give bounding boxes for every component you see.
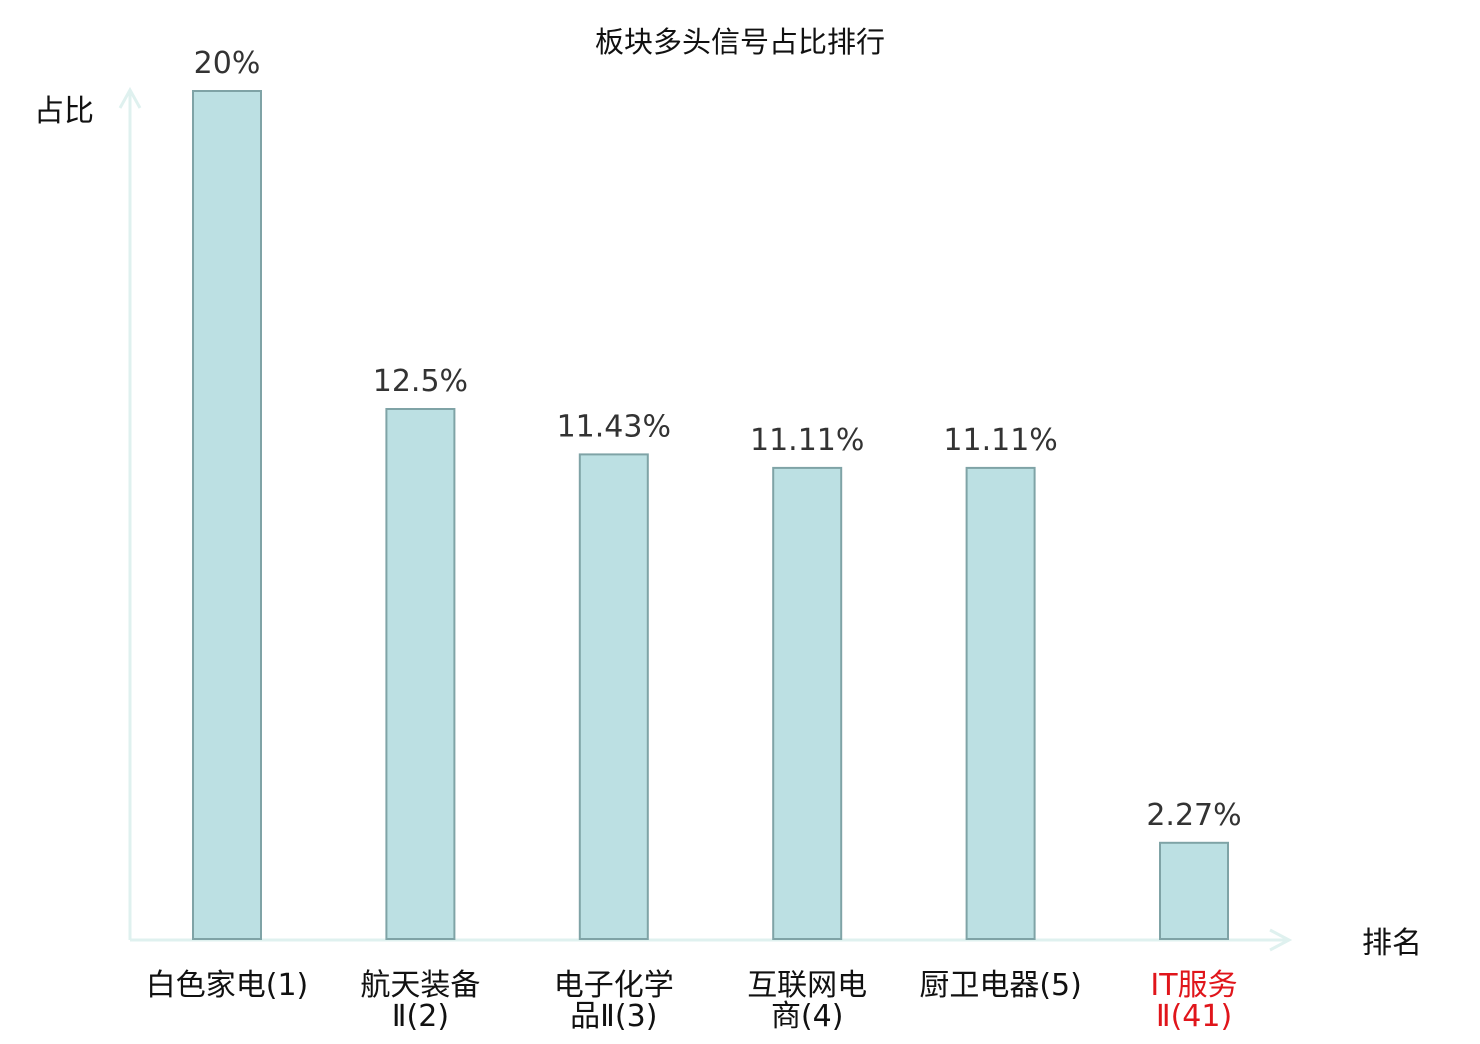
bar-value-label: 11.11% [943,423,1057,458]
category-label: Ⅱ(41) [1156,999,1232,1034]
chart-title: 板块多头信号占比排行 [595,25,885,59]
bars-group [192,90,1229,940]
x-axis-arrow [1269,928,1293,952]
category-label: 商(4) [771,999,844,1034]
bar [772,466,843,940]
category-label: 白色家电(1) [146,968,309,1003]
bar [385,408,456,940]
bar-value-label: 12.5% [373,364,468,399]
category-label: 厨卫电器(5) [919,968,1082,1003]
value-labels-group: 20% 12.5% 11.43% 11.11% 11.11% 2.27% [194,46,1242,833]
bar [965,466,1036,940]
category-label: Ⅱ(2) [392,999,449,1034]
bar [578,453,649,940]
bar [192,90,262,940]
bar-value-label: 2.27% [1146,798,1241,833]
category-label: IT服务 [1150,968,1237,1003]
bar-value-label: 11.11% [750,423,864,458]
category-label: 互联网电 [747,968,867,1003]
bar-value-label: 11.43% [557,409,671,444]
bar [1159,841,1229,940]
axes [118,86,1293,952]
x-axis-label: 排名 [1362,926,1422,961]
category-label: 航天装备 [360,968,480,1003]
y-axis-arrow [118,86,142,109]
y-axis-label: 占比 [34,94,94,129]
bar-value-label: 20% [194,46,261,81]
category-label: 品Ⅱ(3) [570,999,657,1034]
category-label: 电子化学 [554,968,674,1003]
